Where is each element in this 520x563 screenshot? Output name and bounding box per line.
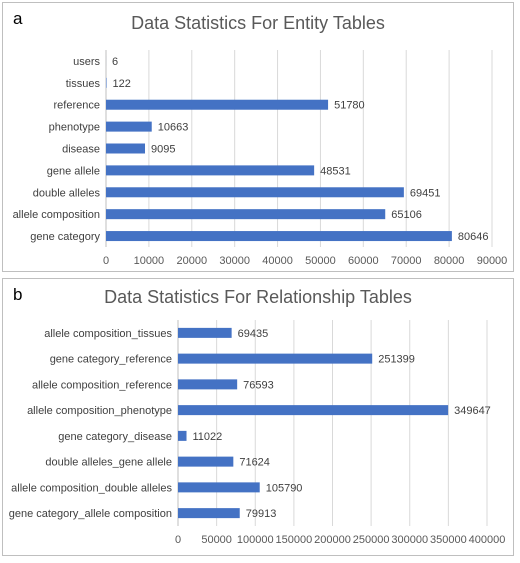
bar-value-label: 69435 [238,328,269,340]
entity-tables-panel: a Data Statistics For Entity Tables 0 100… [2,2,514,272]
bar-value-label: 9095 [151,144,175,156]
bar [178,456,234,467]
category-label: gene category_allele composition [9,508,172,520]
category-label: allele composition_reference [32,379,172,391]
x-tick-label: 200000 [314,534,351,546]
x-tick-label: 350000 [430,534,467,546]
bar [178,430,187,441]
x-tick-label: 40000 [262,255,293,267]
category-label: allele composition_double alleles [11,482,172,494]
entity-chart-title: Data Statistics For Entity Tables [131,13,385,33]
category-label: gene category [30,231,100,243]
x-tick-label: 150000 [276,534,313,546]
x-tick-label: 50000 [305,255,336,267]
bar [106,121,152,132]
bar [178,327,232,338]
x-tick-label: 70000 [391,255,422,267]
bar [106,99,329,110]
category-label: gene category_disease [58,431,172,443]
bar [106,165,315,176]
category-label: tissues [66,78,101,90]
bar [178,353,373,364]
category-label: disease [62,144,100,156]
bar [106,231,452,242]
category-label: double alleles [33,187,101,199]
x-tick-label: 80000 [434,255,465,267]
panel-label-b: b [13,285,23,304]
bar [178,482,260,493]
category-label: allele composition [13,209,100,221]
relationship-chart-title: Data Statistics For Relationship Tables [104,287,412,307]
bar [106,187,404,198]
category-label: allele composition_phenotype [27,405,172,417]
bar-value-label: 105790 [266,482,303,494]
bar-value-label: 122 [113,78,131,90]
bar-value-label: 69451 [410,187,441,199]
x-tick-label: 250000 [353,534,390,546]
x-tick-label: 20000 [176,255,207,267]
bar-value-label: 11022 [193,431,223,443]
relationship-bar-chart: 0 50000 100000 150000 200000 250000 300000 3500… [9,320,506,546]
bar-value-label: 65106 [391,209,422,221]
x-tick-label: 10000 [134,255,165,267]
bar-value-label: 76593 [243,379,274,391]
relationship-tables-panel: b Data Statistics For Relationship Table… [2,278,514,556]
panel-label-a: a [13,9,23,28]
x-tick-label: 90000 [477,255,508,267]
category-label: double alleles_gene allele [45,457,172,469]
bar-value-label: 251399 [378,354,415,366]
x-tick-label: 0 [175,534,181,546]
bar [178,405,449,416]
x-tick-label: 0 [103,255,109,267]
x-tick-label: 60000 [348,255,379,267]
category-label: users [73,56,100,68]
category-label: gene category_reference [50,354,172,366]
category-label: gene allele [47,165,100,177]
category-label: reference [54,100,100,112]
bar [178,379,238,390]
category-label: phenotype [49,122,100,134]
bar [106,143,146,154]
bar-value-label: 71624 [239,457,270,469]
bar [106,209,386,220]
entity-bar-chart: 0 10000 20000 30000 40000 50000 60000 70000 8000… [13,50,508,267]
x-tick-label: 50000 [201,534,232,546]
x-tick-label: 300000 [391,534,428,546]
bar [178,508,240,519]
bar-value-label: 51780 [334,100,365,112]
x-tick-label: 100000 [237,534,274,546]
bar-value-label: 349647 [454,405,491,417]
bar-value-label: 80646 [458,231,489,243]
x-tick-label: 400000 [469,534,506,546]
bar-value-label: 48531 [320,165,351,177]
bar-value-label: 79913 [246,508,277,520]
category-label: allele composition_tissues [44,328,172,340]
x-tick-label: 30000 [219,255,250,267]
bar-value-label: 6 [112,56,118,68]
bar [106,77,107,88]
bar-value-label: 10663 [158,122,189,134]
